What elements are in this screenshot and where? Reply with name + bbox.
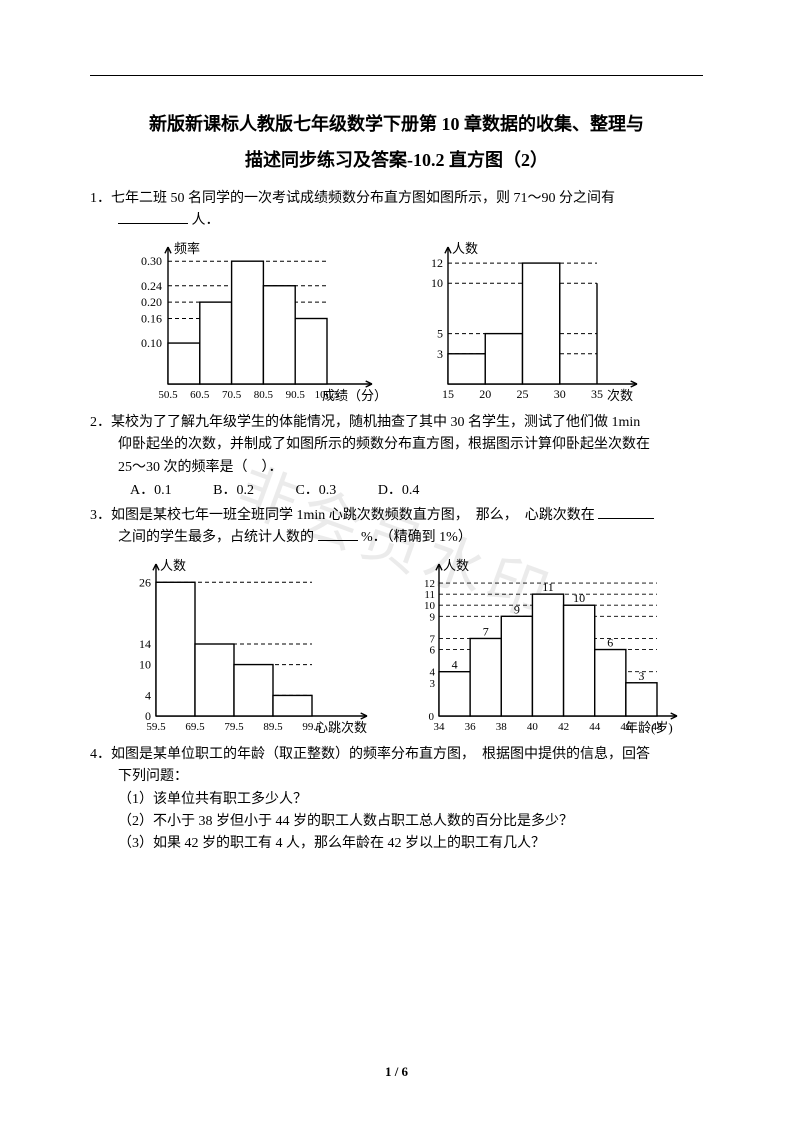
chart-1: 频率成绩（分）0.100.160.200.240.3050.560.570.58…: [120, 241, 380, 406]
q2-line1: 2．某校为了了解九年级学生的体能情况，随机抽查了其中 30 名学生，测试了他们做…: [90, 415, 640, 430]
q3-line2b: %．（精确到 1%）: [361, 530, 472, 545]
q3-blank2: [318, 527, 358, 541]
title-line-2: 描述同步练习及答案-10.2 直方图（2）: [90, 142, 703, 178]
top-rule: [90, 75, 703, 76]
svg-text:38: 38: [496, 721, 508, 733]
svg-text:12: 12: [424, 578, 435, 590]
q1-text-a: 1．七年二班 50 名同学的一次考试成绩频数分布直方图如图所示，则 71～90 …: [90, 191, 615, 206]
svg-text:10: 10: [573, 591, 585, 605]
svg-text:0.20: 0.20: [141, 295, 162, 309]
svg-text:26: 26: [139, 575, 151, 589]
svg-text:7: 7: [430, 633, 436, 645]
q2-option-c: C．0.3: [295, 479, 336, 499]
svg-text:44: 44: [589, 721, 601, 733]
chart-4: 人数年龄(岁)034679101112479111063343638404244…: [405, 558, 685, 738]
svg-text:10: 10: [424, 600, 436, 612]
q3-line1a: 3．如图是某校七年一班全班同学 1min 心跳次数频数直方图， 那么， 心跳次数…: [90, 508, 595, 523]
svg-text:34: 34: [434, 721, 446, 733]
q4-line1: 4．如图是某单位职工的年龄（取正整数）的频率分布直方图， 根据图中提供的信息，回…: [90, 747, 650, 762]
q4-sub3: （3）如果 42 岁的职工有 4 人，那么年龄在 42 岁以上的职工有几人？: [90, 836, 545, 851]
svg-text:频率: 频率: [174, 241, 200, 256]
svg-text:人数: 人数: [452, 241, 478, 256]
svg-text:60.5: 60.5: [190, 389, 210, 401]
svg-text:11: 11: [424, 589, 435, 601]
svg-text:15: 15: [442, 387, 454, 401]
svg-text:人数: 人数: [443, 558, 469, 573]
question-4: 4．如图是某单位职工的年龄（取正整数）的频率分布直方图， 根据图中提供的信息，回…: [90, 744, 703, 856]
svg-text:69.5: 69.5: [185, 721, 205, 733]
q2-option-d: D．0.4: [378, 479, 420, 499]
svg-text:89.5: 89.5: [263, 721, 283, 733]
svg-text:9: 9: [514, 602, 520, 616]
svg-text:10: 10: [139, 657, 151, 671]
svg-text:30: 30: [554, 387, 566, 401]
q4-sub2: （2）不小于 38 岁但小于 44 岁的职工人数占职工总人数的百分比是多少？: [90, 814, 573, 829]
q2-option-b: B．0.2: [213, 479, 254, 499]
svg-text:35: 35: [591, 387, 603, 401]
svg-text:79.5: 79.5: [224, 721, 244, 733]
question-3: 3．如图是某校七年一班全班同学 1min 心跳次数频数直方图， 那么， 心跳次数…: [90, 505, 703, 550]
svg-text:100.5: 100.5: [315, 389, 340, 401]
svg-text:36: 36: [465, 721, 477, 733]
svg-text:4: 4: [145, 688, 151, 702]
svg-text:70.5: 70.5: [222, 389, 242, 401]
svg-text:46: 46: [620, 721, 632, 733]
svg-text:6: 6: [430, 644, 436, 656]
svg-text:3: 3: [430, 678, 436, 690]
svg-text:11: 11: [542, 580, 554, 594]
svg-text:次数: 次数: [607, 388, 633, 403]
q4-sub1: （1）该单位共有职工多少人？: [90, 792, 307, 807]
title-line-1: 新版新课标人教版七年级数学下册第 10 章数据的收集、整理与: [90, 106, 703, 142]
svg-text:14: 14: [139, 637, 151, 651]
svg-text:0.24: 0.24: [141, 279, 162, 293]
svg-text:80.5: 80.5: [254, 389, 274, 401]
svg-text:9: 9: [430, 611, 436, 623]
svg-text:59.5: 59.5: [146, 721, 166, 733]
svg-text:90.5: 90.5: [286, 389, 306, 401]
svg-text:20: 20: [479, 387, 491, 401]
svg-text:10: 10: [431, 276, 443, 290]
q1-text-b: 人．: [192, 213, 220, 228]
svg-text:4: 4: [452, 657, 458, 671]
svg-text:3: 3: [437, 347, 443, 361]
q4-line2: 下列问题：: [90, 769, 188, 784]
q2-options: A．0.1 B．0.2 C．0.3 D．0.4: [90, 479, 703, 499]
svg-text:7: 7: [483, 624, 489, 638]
q3-line2a: 之间的学生最多，占统计人数的: [118, 530, 314, 545]
chart-3: 人数心跳次数0410142659.569.579.589.599.5: [120, 558, 375, 738]
svg-text:42: 42: [558, 721, 569, 733]
svg-text:40: 40: [527, 721, 539, 733]
svg-text:6: 6: [607, 635, 613, 649]
svg-text:48: 48: [652, 721, 664, 733]
question-2: 2．某校为了了解九年级学生的体能情况，随机抽查了其中 30 名学生，测试了他们做…: [90, 412, 703, 479]
svg-text:12: 12: [431, 256, 443, 270]
q3-blank1: [598, 505, 654, 519]
q2-option-a: A．0.1: [130, 479, 172, 499]
page-number: 1 / 6: [0, 1064, 793, 1080]
svg-text:50.5: 50.5: [158, 389, 178, 401]
svg-text:0.30: 0.30: [141, 254, 162, 268]
q2-line3: 25～30 次的频率是（ ）．: [90, 460, 283, 475]
svg-text:0.16: 0.16: [141, 311, 162, 325]
charts-row-1: 频率成绩（分）0.100.160.200.240.3050.560.570.58…: [120, 241, 703, 406]
q2-line2: 仰卧起坐的次数，并制成了如图所示的频数分布直方图，根据图示计算仰卧起坐次数在: [90, 437, 650, 452]
svg-text:心跳次数: 心跳次数: [315, 720, 367, 735]
question-1: 1．七年二班 50 名同学的一次考试成绩频数分布直方图如图所示，则 71～90 …: [90, 188, 703, 233]
svg-text:25: 25: [517, 387, 529, 401]
chart-2: 人数次数3510121520253035: [410, 241, 645, 406]
svg-text:人数: 人数: [160, 558, 186, 573]
charts-row-2: 人数心跳次数0410142659.569.579.589.599.5 人数年龄(…: [120, 558, 703, 738]
q1-blank: [118, 210, 188, 224]
svg-text:0.10: 0.10: [141, 336, 162, 350]
svg-text:99.5: 99.5: [302, 721, 322, 733]
svg-text:4: 4: [430, 666, 436, 678]
svg-text:年龄(岁): 年龄(岁): [625, 720, 673, 735]
svg-text:5: 5: [437, 326, 443, 340]
svg-text:3: 3: [638, 669, 644, 683]
